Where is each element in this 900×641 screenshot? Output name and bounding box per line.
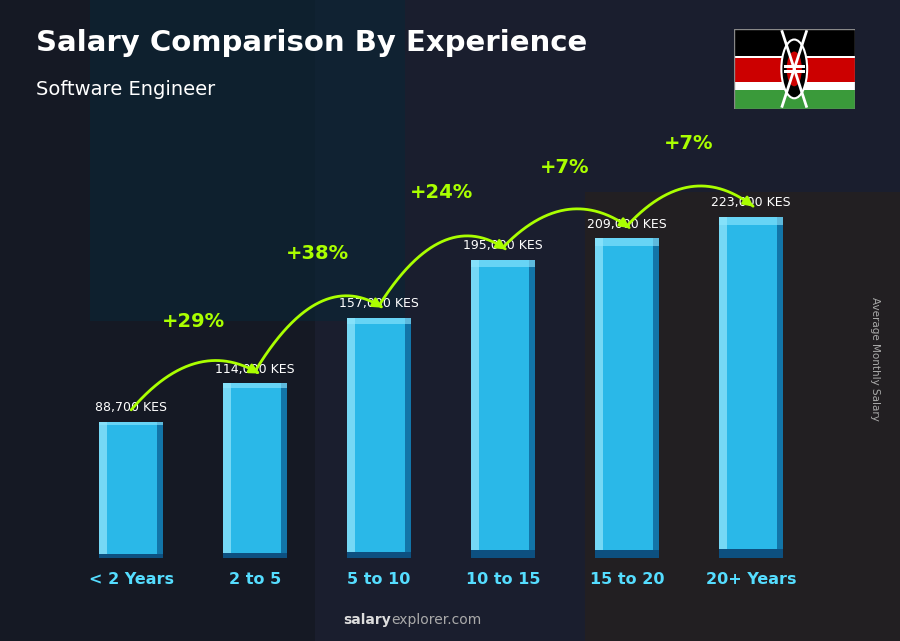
Bar bbox=[718, 549, 783, 558]
Bar bbox=[595, 238, 603, 558]
Bar bbox=[90, 0, 405, 320]
Bar bbox=[346, 318, 356, 558]
Bar bbox=[99, 422, 107, 558]
Bar bbox=[223, 383, 287, 558]
Bar bbox=[471, 260, 536, 267]
Text: 209,000 KES: 209,000 KES bbox=[587, 217, 667, 231]
Bar bbox=[734, 56, 855, 63]
Ellipse shape bbox=[787, 51, 802, 87]
Bar bbox=[405, 318, 411, 558]
Text: 157,000 KES: 157,000 KES bbox=[339, 297, 419, 310]
Bar bbox=[718, 217, 727, 558]
Bar bbox=[281, 383, 287, 558]
Bar bbox=[471, 260, 479, 558]
Text: +38%: +38% bbox=[285, 244, 348, 263]
Bar bbox=[734, 58, 855, 82]
Bar bbox=[718, 217, 783, 558]
Bar bbox=[595, 238, 659, 246]
Text: Salary Comparison By Experience: Salary Comparison By Experience bbox=[36, 29, 587, 57]
Bar bbox=[784, 65, 805, 68]
Bar bbox=[471, 550, 536, 558]
Ellipse shape bbox=[781, 40, 807, 98]
Bar bbox=[718, 217, 783, 226]
Bar bbox=[346, 318, 411, 558]
Bar bbox=[734, 29, 855, 56]
Bar bbox=[223, 383, 287, 388]
Bar bbox=[528, 260, 536, 558]
Text: 195,000 KES: 195,000 KES bbox=[464, 239, 543, 252]
Text: +7%: +7% bbox=[664, 133, 714, 153]
Text: Software Engineer: Software Engineer bbox=[36, 80, 215, 99]
Bar bbox=[0, 0, 315, 641]
Bar bbox=[784, 70, 805, 73]
Bar bbox=[346, 552, 411, 558]
Bar bbox=[223, 553, 287, 558]
Text: +29%: +29% bbox=[162, 312, 225, 331]
Bar bbox=[585, 192, 900, 641]
Bar bbox=[99, 422, 164, 558]
Bar bbox=[734, 90, 855, 109]
Text: explorer.com: explorer.com bbox=[392, 613, 482, 627]
Text: +7%: +7% bbox=[540, 158, 590, 177]
Bar bbox=[595, 550, 659, 558]
Text: 88,700 KES: 88,700 KES bbox=[95, 401, 167, 415]
Bar bbox=[595, 238, 659, 558]
Text: 223,000 KES: 223,000 KES bbox=[711, 196, 790, 209]
Bar bbox=[652, 238, 659, 558]
Bar bbox=[734, 82, 855, 90]
Bar bbox=[777, 217, 783, 558]
Bar bbox=[471, 260, 536, 558]
Text: +24%: +24% bbox=[410, 183, 472, 201]
Bar bbox=[157, 422, 164, 558]
Bar bbox=[99, 422, 164, 426]
Text: 114,000 KES: 114,000 KES bbox=[215, 363, 295, 376]
Text: Average Monthly Salary: Average Monthly Salary bbox=[869, 297, 880, 421]
Bar bbox=[99, 554, 164, 558]
Bar bbox=[223, 383, 231, 558]
Bar bbox=[346, 318, 411, 324]
Text: salary: salary bbox=[344, 613, 392, 627]
